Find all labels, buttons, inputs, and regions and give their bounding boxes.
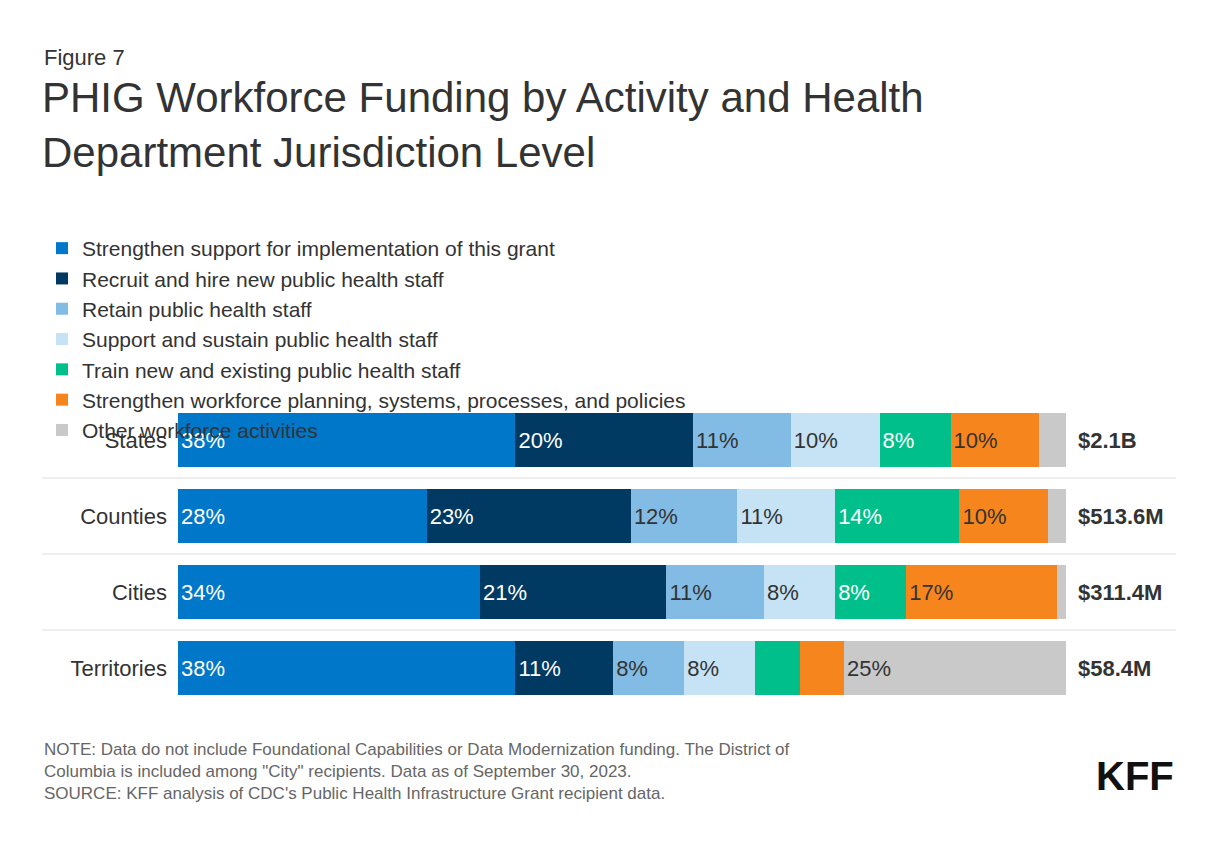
svg-text:KFF: KFF [1096, 754, 1174, 798]
svg-text:Territories: Territories [70, 656, 167, 681]
svg-text:25%: 25% [847, 656, 891, 681]
svg-text:Cities: Cities [112, 580, 167, 605]
svg-text:$58.4M: $58.4M [1078, 656, 1151, 681]
svg-text:$2.1B: $2.1B [1078, 428, 1137, 453]
svg-text:Counties: Counties [80, 504, 167, 529]
svg-text:Other workforce activities: Other workforce activities [82, 419, 318, 442]
svg-text:28%: 28% [181, 504, 225, 529]
svg-text:8%: 8% [767, 580, 799, 605]
svg-text:Train new and existing public: Train new and existing public health sta… [82, 359, 460, 382]
svg-text:20%: 20% [518, 428, 562, 453]
svg-text:38%: 38% [181, 656, 225, 681]
svg-text:10%: 10% [794, 428, 838, 453]
svg-text:11%: 11% [696, 428, 738, 453]
svg-text:Figure 7: Figure 7 [44, 45, 125, 70]
svg-text:Strengthen workforce planning,: Strengthen workforce planning, systems, … [82, 389, 685, 412]
svg-text:11%: 11% [740, 504, 782, 529]
svg-text:Strengthen support for impleme: Strengthen support for implementation of… [82, 237, 555, 260]
svg-text:10%: 10% [954, 428, 998, 453]
svg-text:10%: 10% [962, 504, 1006, 529]
svg-text:12%: 12% [634, 504, 678, 529]
svg-text:$513.6M: $513.6M [1078, 504, 1164, 529]
svg-text:21%: 21% [483, 580, 527, 605]
svg-text:8%: 8% [838, 580, 870, 605]
svg-text:14%: 14% [838, 504, 882, 529]
svg-text:Retain public health staff: Retain public health staff [82, 298, 312, 321]
svg-text:8%: 8% [616, 656, 648, 681]
svg-text:34%: 34% [181, 580, 225, 605]
svg-text:17%: 17% [909, 580, 953, 605]
svg-text:$311.4M: $311.4M [1078, 580, 1162, 605]
svg-text:Recruit and hire new public he: Recruit and hire new public health staff [82, 268, 444, 291]
svg-text:PHIG Workforce Funding by Acti: PHIG Workforce Funding by Activity and H… [42, 74, 924, 176]
svg-text:8%: 8% [883, 428, 915, 453]
svg-text:NOTE: Data do not include Foun: NOTE: Data do not include Foundational C… [44, 740, 790, 803]
svg-text:11%: 11% [518, 656, 560, 681]
svg-text:8%: 8% [687, 656, 719, 681]
svg-text:11%: 11% [669, 580, 711, 605]
svg-text:Support and sustain public hea: Support and sustain public health staff [82, 328, 438, 351]
svg-text:23%: 23% [430, 504, 474, 529]
